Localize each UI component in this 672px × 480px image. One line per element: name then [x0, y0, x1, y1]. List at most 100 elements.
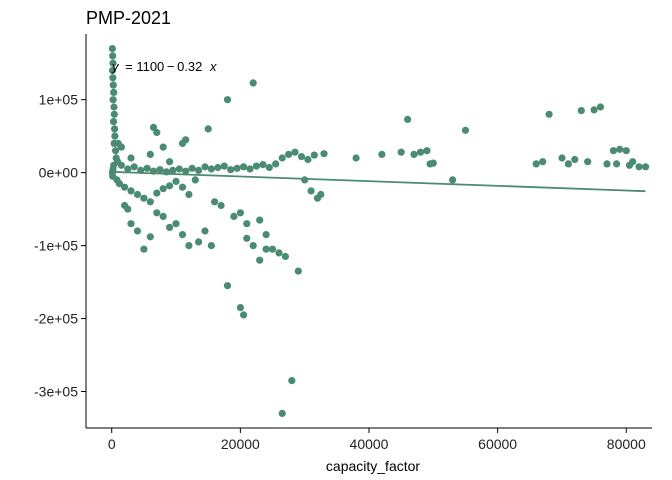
data-point: [133, 190, 142, 199]
data-point: [140, 245, 148, 253]
data-point: [243, 220, 251, 228]
data-point: [159, 212, 167, 220]
data-point: [109, 118, 118, 126]
data-point: [175, 165, 183, 173]
x-tick-label: 0: [108, 436, 116, 452]
data-point: [217, 201, 225, 210]
data-point: [201, 227, 209, 235]
y-tick-label: -1e+05: [34, 238, 78, 254]
fit-equation-variable: x: [209, 59, 217, 74]
data-point: [227, 166, 235, 174]
data-point: [625, 161, 634, 169]
data-point: [291, 148, 299, 156]
data-point: [188, 164, 196, 172]
fit-line: [111, 170, 646, 193]
data-point: [635, 163, 643, 171]
data-point: [616, 145, 624, 153]
data-point: [140, 194, 148, 202]
x-tick-label: 20000: [221, 436, 260, 452]
data-point: [416, 148, 425, 156]
data-point: [545, 110, 553, 118]
data-point: [596, 103, 605, 111]
data-point: [110, 110, 118, 118]
data-point: [246, 165, 254, 173]
data-point: [230, 212, 238, 220]
data-point: [178, 183, 187, 191]
data-point: [182, 136, 190, 144]
data-point: [404, 115, 412, 123]
data-point: [185, 242, 193, 250]
data-point: [622, 147, 630, 155]
x-axis-title: capacity_factor: [326, 458, 420, 474]
data-point: [169, 166, 177, 174]
data-point: [256, 216, 264, 224]
data-point: [159, 185, 167, 193]
data-point: [461, 126, 470, 134]
data-point: [127, 220, 135, 228]
data-point: [294, 267, 302, 275]
data-point: [397, 148, 405, 156]
y-tick-label: 1e+05: [39, 92, 79, 108]
data-point: [378, 150, 386, 158]
data-point: [301, 176, 309, 184]
data-point: [182, 167, 190, 175]
data-point: [117, 143, 125, 151]
data-point: [275, 249, 283, 257]
data-point: [590, 106, 598, 114]
data-point: [109, 52, 117, 60]
data-point: [285, 150, 293, 158]
data-point: [613, 160, 621, 168]
y-tick-label: -3e+05: [34, 384, 78, 400]
data-point: [109, 96, 117, 104]
data-point: [243, 234, 251, 242]
y-tick-label: 0e+00: [39, 165, 79, 181]
data-point: [240, 311, 248, 319]
data-point: [127, 154, 135, 162]
fit-layer: [111, 170, 646, 193]
data-point: [281, 252, 289, 261]
data-point: [117, 161, 125, 169]
data-point: [204, 125, 212, 133]
data-point: [178, 231, 187, 239]
data-point: [236, 304, 244, 312]
data-point: [278, 409, 286, 417]
data-point: [320, 150, 328, 158]
data-point: [124, 165, 132, 173]
data-point: [307, 187, 315, 195]
data-point: [112, 147, 120, 155]
y-tick-label: -2e+05: [34, 311, 78, 327]
data-point: [304, 155, 312, 164]
data-point: [236, 209, 244, 217]
points-layer: [108, 45, 650, 417]
data-point: [310, 151, 318, 159]
data-point: [153, 189, 161, 197]
data-point: [153, 209, 161, 217]
data-point: [195, 238, 203, 246]
data-point: [642, 163, 650, 171]
data-point: [133, 227, 142, 235]
data-point: [288, 377, 296, 385]
data-point: [317, 190, 325, 199]
data-point: [207, 165, 215, 173]
data-point: [159, 143, 167, 151]
data-point: [352, 154, 360, 162]
data-point: [166, 182, 174, 190]
data-point: [111, 125, 119, 133]
data-point: [130, 163, 138, 171]
data-point: [252, 162, 260, 170]
data-point: [195, 166, 203, 174]
data-point: [207, 242, 215, 250]
chart-title: PMP-2021: [86, 8, 171, 28]
data-point: [201, 163, 209, 171]
data-point: [214, 163, 222, 172]
data-point: [223, 282, 232, 290]
data-point: [233, 164, 241, 172]
data-point: [249, 242, 257, 250]
data-point: [539, 158, 547, 166]
x-tick-label: 40000: [350, 436, 389, 452]
data-point: [262, 245, 270, 253]
data-point: [166, 158, 174, 166]
data-point: [272, 160, 280, 168]
data-point: [115, 180, 123, 188]
